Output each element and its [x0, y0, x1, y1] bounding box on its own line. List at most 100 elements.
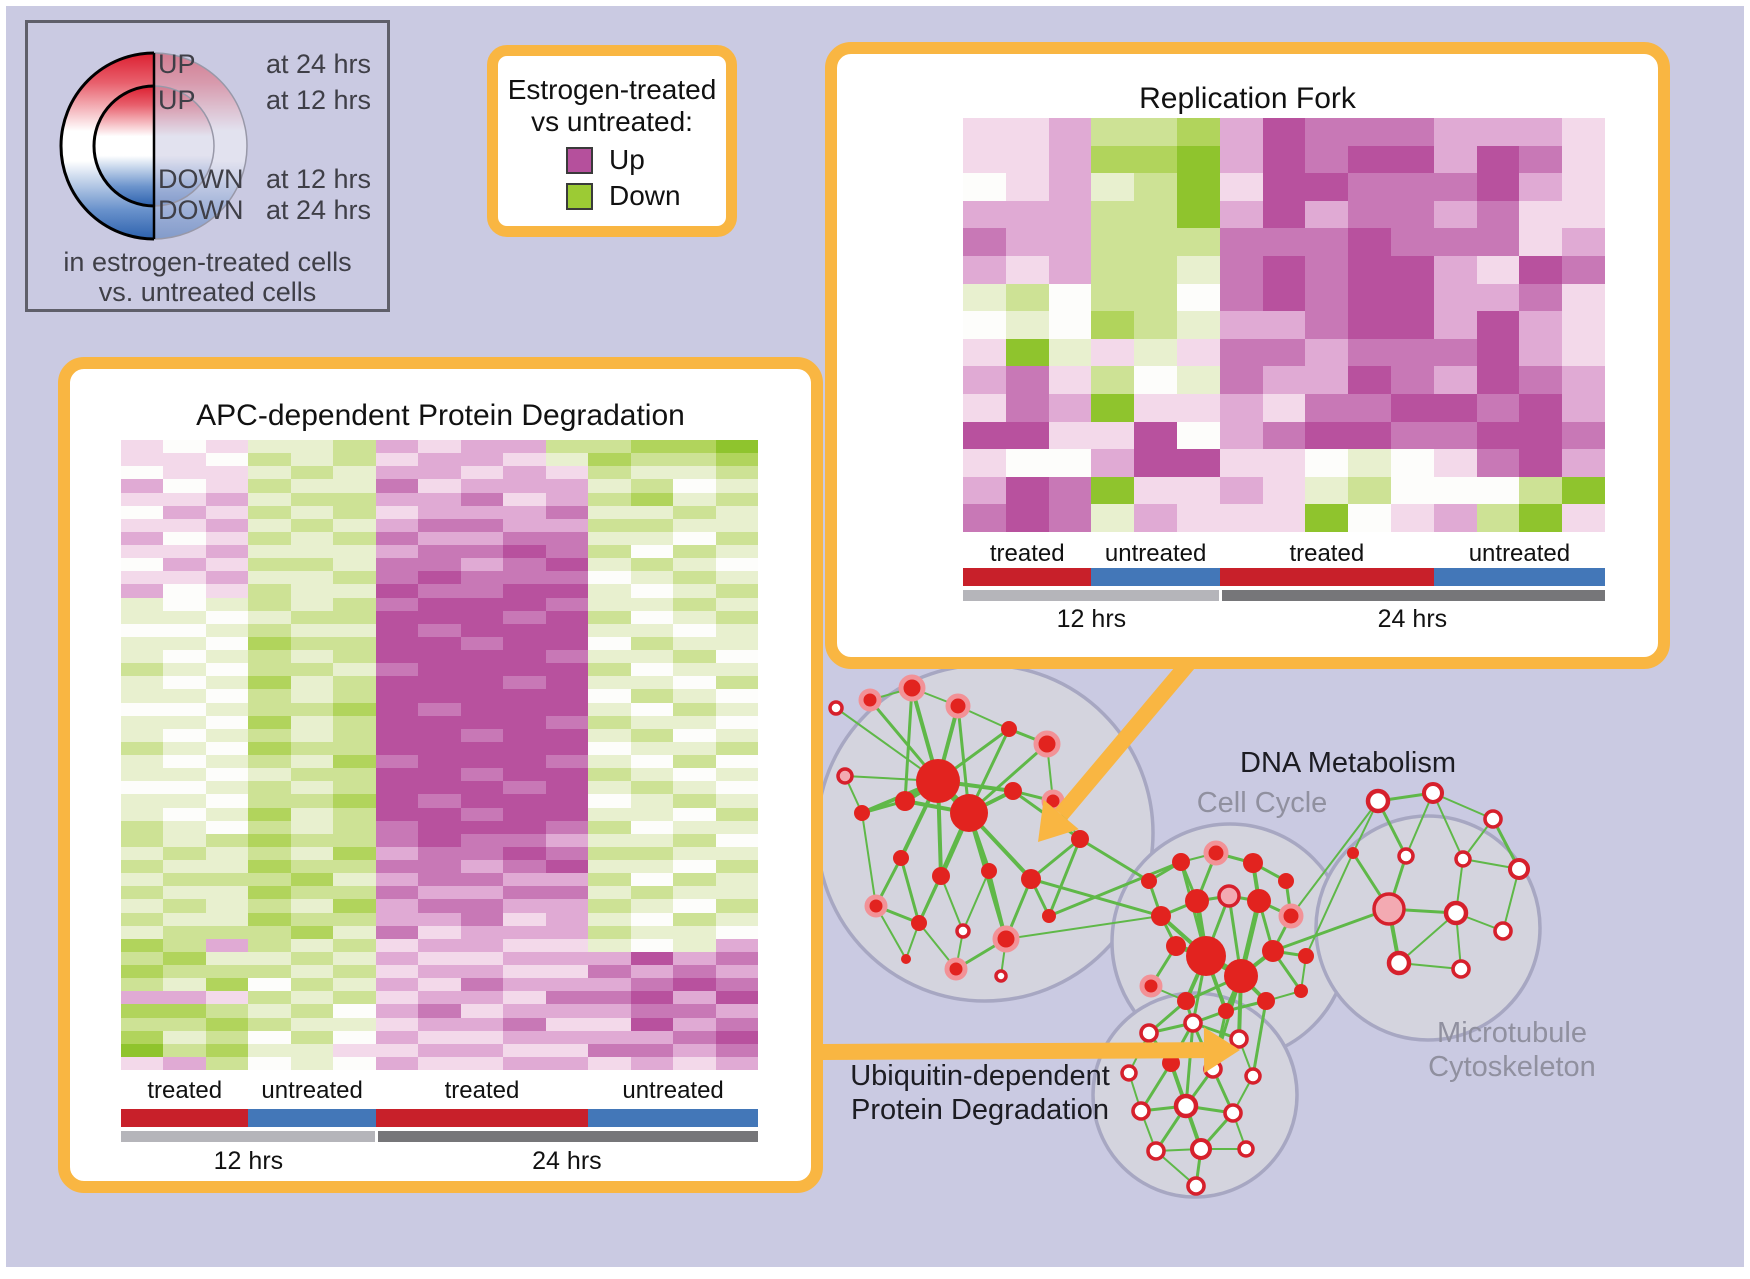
heatmap-cell: [1519, 118, 1563, 146]
heatmap-cell: [1305, 338, 1349, 367]
heatmap-cell: [333, 807, 376, 821]
heatmap-cell: [1433, 118, 1477, 146]
apc-panel: APC-dependent Protein Degradation treate…: [58, 357, 823, 1193]
heatmap-cell: [715, 663, 759, 677]
heatmap-cell: [460, 768, 504, 782]
heatmap-cell: [248, 597, 291, 611]
heatmap-cell: [503, 584, 546, 598]
heatmap-cell: [545, 479, 589, 493]
heatmap-cell: [715, 768, 759, 782]
heatmap-cell: [630, 991, 674, 1005]
heatmap-cell: [205, 702, 249, 716]
heatmap-cell: [290, 768, 334, 782]
heatmap-cell: [630, 597, 674, 611]
heatmap-cell: [460, 755, 504, 769]
heatmap-cell: [1219, 338, 1263, 367]
heatmap-cell: [248, 636, 291, 650]
heatmap-cell: [630, 492, 674, 506]
heatmap-cell: [630, 466, 674, 480]
heatmap-cell: [333, 610, 376, 624]
heatmap-cell: [630, 1004, 674, 1018]
heatmap-cell: [1305, 173, 1349, 201]
heatmap-cell: [545, 860, 589, 874]
heatmap-cell: [545, 1004, 589, 1018]
heatmap-cell: [1048, 200, 1092, 229]
heatmap-cell: [333, 741, 376, 755]
heatmap-cell: [121, 1017, 164, 1031]
heatmap-cell: [1348, 228, 1391, 256]
heatmap-cell: [205, 518, 249, 532]
heatmap-cell: [163, 650, 206, 664]
heatmap-cell: [715, 978, 759, 992]
heatmap-cell: [375, 545, 419, 559]
heatmap-row: [121, 978, 759, 992]
heatmap-cell: [1305, 366, 1349, 394]
heatmap-cell: [163, 518, 206, 532]
heatmap-cell: [205, 440, 249, 454]
heatmap-cell: [163, 938, 206, 952]
apc-title: APC-dependent Protein Degradation: [196, 399, 685, 432]
heatmap-cell: [1348, 173, 1391, 201]
heatmap-row: [963, 255, 1605, 284]
heatmap-cell: [205, 584, 249, 598]
heatmap-cell: [248, 728, 291, 742]
heatmap-cell: [205, 558, 249, 572]
heatmap-cell: [375, 965, 419, 979]
heatmap-cell: [248, 584, 291, 598]
heatmap-cell: [248, 938, 291, 952]
heatmap-cell: [588, 715, 631, 729]
heatmap-cell: [121, 1043, 164, 1057]
heatmap-cell: [630, 768, 674, 782]
heatmap-cell: [290, 951, 334, 965]
legend-down-12-label: DOWN: [158, 164, 244, 194]
heatmap-cell: [163, 912, 206, 926]
heatmap-cell: [1262, 173, 1306, 201]
heatmap-row: [121, 1017, 759, 1031]
heatmap-cell: [1048, 338, 1092, 367]
heatmap-cell: [545, 1030, 589, 1044]
heatmap-cell: [963, 200, 1006, 229]
heatmap-cell: [375, 505, 419, 519]
heatmap-cell: [1005, 366, 1049, 394]
heatmap-cell: [333, 781, 376, 795]
heatmap-cell: [163, 860, 206, 874]
heatmap-cell: [1390, 504, 1434, 532]
heatmap-cell: [333, 768, 376, 782]
heatmap-cell: [121, 794, 164, 808]
heatmap-cell: [290, 531, 334, 545]
condition-group-label: untreated: [1468, 540, 1571, 567]
heatmap-cell: [1091, 366, 1135, 394]
heatmap-cell: [290, 636, 334, 650]
heatmap-cell: [460, 938, 504, 952]
heatmap-cell: [545, 978, 589, 992]
heatmap-cell: [545, 505, 589, 519]
heatmap-cell: [630, 584, 674, 598]
heatmap-cell: [1562, 228, 1605, 256]
heatmap-cell: [715, 584, 759, 598]
heatmap-cell: [1305, 421, 1349, 450]
heatmap-cell: [248, 807, 291, 821]
heatmap-cell: [588, 781, 631, 795]
heatmap-cell: [673, 755, 716, 769]
heatmap-cell: [163, 492, 206, 506]
heatmap-cell: [1048, 476, 1092, 505]
heatmap-cell: [503, 610, 546, 624]
heatmap-cell: [630, 820, 674, 834]
heatmap-cell: [588, 597, 631, 611]
heatmap-cell: [460, 846, 504, 860]
heatmap-cell: [290, 505, 334, 519]
heatmap-cell: [1562, 476, 1605, 505]
heatmap-cell: [545, 728, 589, 742]
heatmap-cell: [588, 571, 631, 585]
heatmap-cell: [545, 741, 589, 755]
heatmap-cell: [630, 741, 674, 755]
heatmap-cell: [545, 1017, 589, 1031]
heatmap-cell: [163, 1043, 206, 1057]
heatmap-cell: [503, 1017, 546, 1031]
heatmap-cell: [418, 755, 461, 769]
heatmap-cell: [205, 623, 249, 637]
heatmap-cell: [715, 1017, 759, 1031]
heatmap-cell: [630, 702, 674, 716]
heatmap-cell: [418, 991, 461, 1005]
